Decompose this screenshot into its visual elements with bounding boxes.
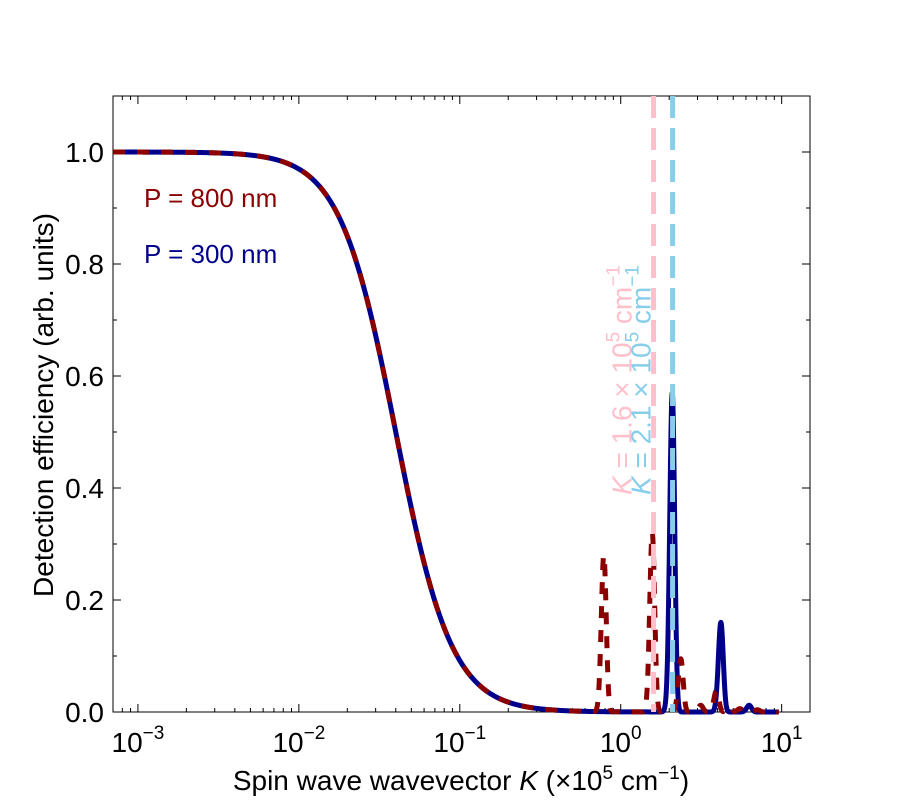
y-tick-label: 0.8	[65, 249, 104, 280]
series-line-p800-dashed	[110, 149, 782, 715]
x-axis-ticks: 10−3 10−2 10−1 100 101	[112, 96, 803, 758]
y-tick-label: 0.4	[65, 473, 104, 504]
reference-line-label-2: K = 2.1 × 105 cm−1	[623, 265, 657, 495]
x-tick-label: 10−3	[112, 723, 165, 758]
x-axis-label: Spin wave wavevector K (×105 cm−1)	[233, 763, 689, 796]
y-axis-ticks: 0.0 0.2 0.4 0.6 0.8 1.0	[65, 95, 810, 728]
legend-entry-2: P = 300 nm	[144, 239, 277, 269]
reference-line-label-1: K = 1.6 × 105 cm−1	[604, 265, 638, 495]
legend-entry-1: P = 800 nm	[144, 183, 277, 213]
x-tick-label: 101	[761, 723, 803, 758]
x-tick-label: 10−1	[433, 723, 486, 758]
y-tick-label: 0.0	[65, 697, 104, 728]
plot-frame	[112, 95, 811, 713]
legend: P = 800 nm P = 300 nm	[144, 183, 277, 269]
y-tick-label: 1.0	[65, 137, 104, 168]
series-group	[110, 149, 782, 715]
y-tick-label: 0.2	[65, 585, 104, 616]
plot-axes	[112, 95, 811, 713]
y-axis-label: Detection efficiency (arb. units)	[28, 213, 59, 597]
y-tick-label: 0.6	[65, 361, 104, 392]
x-tick-label: 100	[600, 723, 642, 758]
reference-lines: K = 1.6 × 105 cm−1K = 2.1 × 105 cm−1	[604, 96, 676, 712]
x-tick-label: 10−2	[272, 723, 325, 758]
